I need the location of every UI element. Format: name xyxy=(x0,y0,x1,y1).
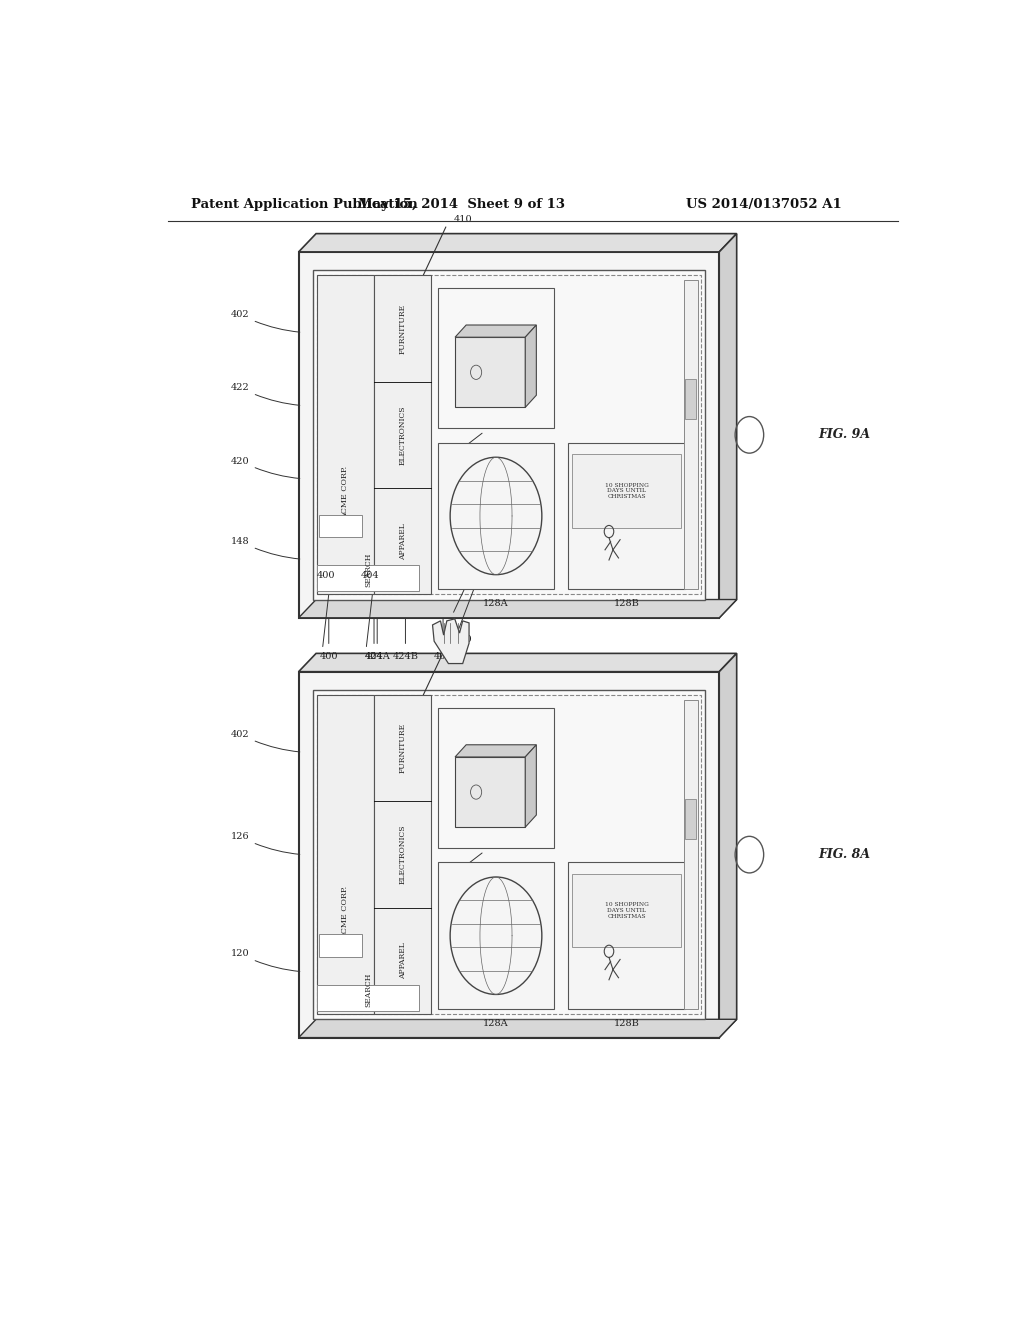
Polygon shape xyxy=(525,325,537,408)
Text: 128A: 128A xyxy=(483,599,509,609)
Text: 410: 410 xyxy=(454,215,472,224)
Text: 10 SHOPPING
DAYS UNTIL
CHRISTMAS: 10 SHOPPING DAYS UNTIL CHRISTMAS xyxy=(604,483,648,499)
Text: 128C: 128C xyxy=(441,433,482,459)
Bar xyxy=(685,799,696,840)
Text: 402: 402 xyxy=(231,730,300,752)
Text: 404: 404 xyxy=(360,570,379,579)
Bar xyxy=(316,696,701,1014)
Bar xyxy=(572,874,681,948)
Polygon shape xyxy=(719,234,736,618)
Text: 410: 410 xyxy=(454,635,472,644)
Polygon shape xyxy=(432,619,469,664)
Text: 404: 404 xyxy=(365,652,383,661)
Text: SEARCH: SEARCH xyxy=(365,973,372,1007)
Polygon shape xyxy=(455,325,537,337)
Text: US 2014/0137052 A1: US 2014/0137052 A1 xyxy=(686,198,842,211)
Text: 400: 400 xyxy=(317,570,336,579)
Text: 422: 422 xyxy=(231,383,300,405)
Text: 408: 408 xyxy=(351,541,404,572)
Polygon shape xyxy=(719,653,736,1038)
Text: APPAREL: APPAREL xyxy=(398,942,407,979)
Bar xyxy=(684,700,697,1008)
Text: 128B: 128B xyxy=(613,599,639,609)
Bar xyxy=(684,280,697,589)
Polygon shape xyxy=(525,744,537,828)
Bar xyxy=(319,935,362,957)
Text: FURNITURE: FURNITURE xyxy=(398,723,407,774)
Polygon shape xyxy=(455,744,537,756)
Bar xyxy=(313,690,705,1019)
Bar xyxy=(437,442,554,589)
Text: 408: 408 xyxy=(351,961,404,991)
Bar xyxy=(568,862,685,1008)
Text: 424B: 424B xyxy=(392,652,419,661)
Bar xyxy=(437,708,554,849)
Polygon shape xyxy=(299,252,719,618)
Text: 406: 406 xyxy=(434,652,453,661)
Text: 406: 406 xyxy=(452,568,489,647)
Bar xyxy=(374,696,431,1014)
Text: May 15, 2014  Sheet 9 of 13: May 15, 2014 Sheet 9 of 13 xyxy=(357,198,565,211)
Text: SEARCH: SEARCH xyxy=(365,553,372,587)
Text: 402: 402 xyxy=(231,310,300,333)
Text: ELECTRONICS: ELECTRONICS xyxy=(398,825,407,884)
Polygon shape xyxy=(299,234,736,252)
Bar xyxy=(316,985,419,1011)
Text: 120: 120 xyxy=(231,949,300,972)
Text: ACME CORP.: ACME CORP. xyxy=(341,886,349,939)
Polygon shape xyxy=(299,672,719,1038)
Text: APPAREL: APPAREL xyxy=(398,523,407,560)
Polygon shape xyxy=(299,599,736,618)
Text: 420: 420 xyxy=(231,457,300,479)
Polygon shape xyxy=(299,653,736,672)
Bar xyxy=(316,696,374,1014)
Text: 424A: 424A xyxy=(365,652,390,661)
Text: FIG. 8A: FIG. 8A xyxy=(818,849,870,861)
Bar xyxy=(319,515,362,537)
Text: 132: 132 xyxy=(454,568,481,612)
Bar xyxy=(313,271,705,599)
Bar xyxy=(568,442,685,589)
Text: 400: 400 xyxy=(319,652,338,661)
Polygon shape xyxy=(455,337,525,408)
Text: FIG. 9A: FIG. 9A xyxy=(818,429,870,441)
Text: 148: 148 xyxy=(231,537,300,560)
Text: 128C: 128C xyxy=(441,853,482,879)
Polygon shape xyxy=(455,756,525,828)
Bar xyxy=(437,862,554,1008)
Text: 10 SHOPPING
DAYS UNTIL
CHRISTMAS: 10 SHOPPING DAYS UNTIL CHRISTMAS xyxy=(604,903,648,919)
Text: FURNITURE: FURNITURE xyxy=(398,304,407,354)
Bar xyxy=(572,454,681,528)
Bar xyxy=(374,276,431,594)
Text: ACME CORP.: ACME CORP. xyxy=(341,466,349,519)
Bar xyxy=(437,288,554,429)
Text: 128A: 128A xyxy=(483,1019,509,1028)
Bar xyxy=(316,565,419,591)
Text: 126: 126 xyxy=(231,833,300,854)
Bar xyxy=(316,276,374,594)
Text: Patent Application Publication: Patent Application Publication xyxy=(191,198,418,211)
Text: 128B: 128B xyxy=(613,1019,639,1028)
Bar xyxy=(685,379,696,420)
Bar xyxy=(316,276,701,594)
Polygon shape xyxy=(299,1019,736,1038)
Text: ELECTRONICS: ELECTRONICS xyxy=(398,405,407,465)
